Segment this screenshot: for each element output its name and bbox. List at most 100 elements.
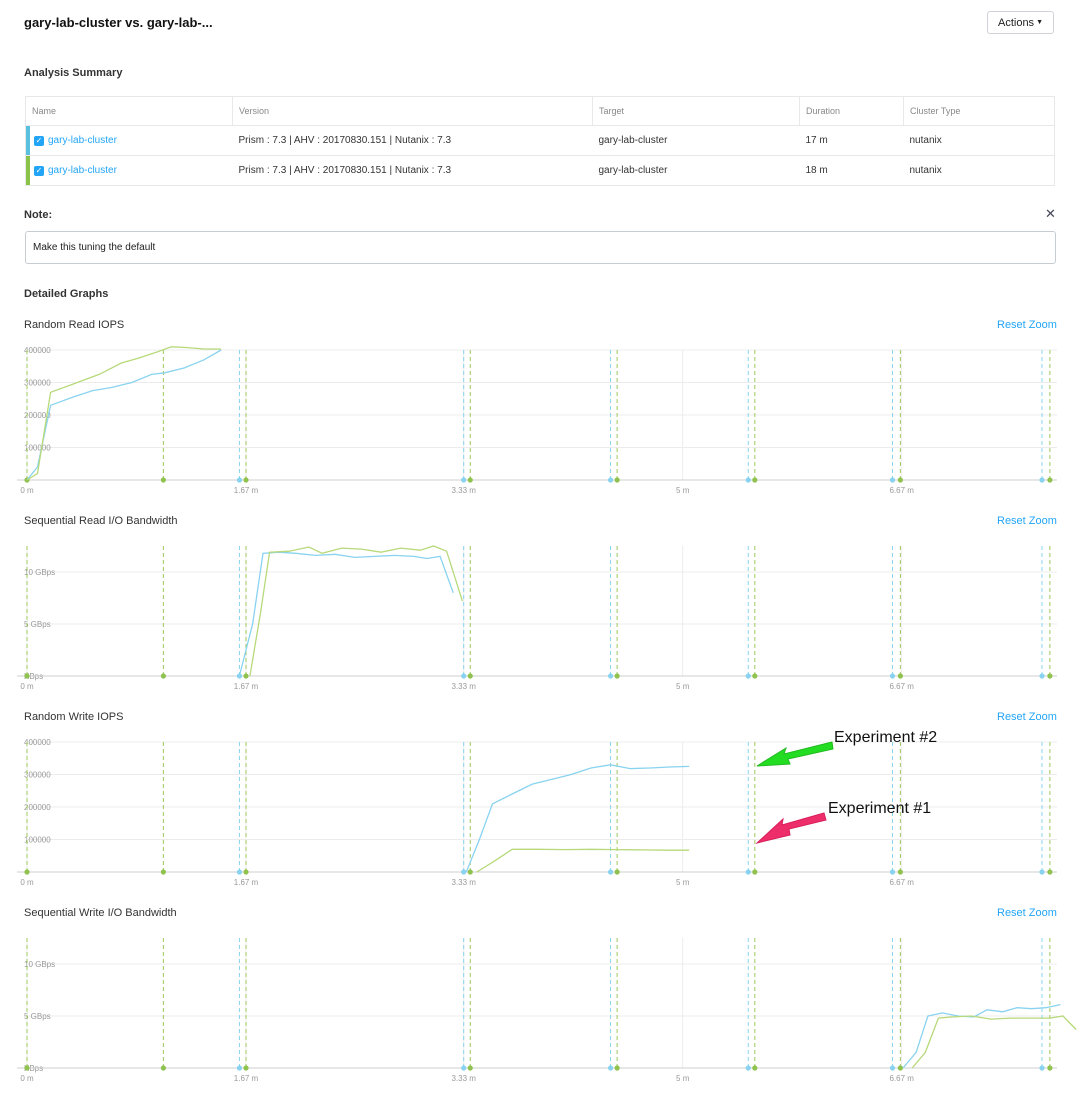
phase-marker-dot xyxy=(745,673,751,679)
x-tick-label: 6.67 m xyxy=(889,682,914,691)
actions-button[interactable]: Actions ▼ xyxy=(987,11,1054,34)
cluster-type-cell: nutanix xyxy=(909,165,942,176)
phase-marker-dot xyxy=(243,673,249,679)
col-name: Name xyxy=(25,96,233,126)
phase-marker-dot xyxy=(1047,673,1053,679)
x-tick-label: 0 m xyxy=(20,878,34,887)
phase-marker-dot xyxy=(467,477,473,483)
x-tick-label: 0 m xyxy=(20,486,34,495)
phase-marker-dot xyxy=(461,673,467,679)
phase-marker-dot xyxy=(889,869,896,875)
phase-marker-dot xyxy=(607,477,614,483)
x-tick-label: 3.33 m xyxy=(451,682,476,691)
version-cell: Prism : 7.3 | AHV : 20170830.151 | Nutan… xyxy=(232,125,593,156)
y-tick-label: 5 GBps xyxy=(24,1012,51,1021)
x-tick-label: 0 m xyxy=(20,1074,34,1083)
table-row: ✓ gary-lab-cluster Prism : 7.3 | AHV : 2… xyxy=(26,156,1055,186)
col-duration: Duration xyxy=(799,96,904,126)
phase-marker-dot xyxy=(745,869,751,875)
phase-marker-dot xyxy=(1047,869,1053,875)
reset-zoom-link[interactable]: Reset Zoom xyxy=(997,515,1057,527)
col-cluster-type: Cluster Type xyxy=(903,96,1055,126)
y-tick-label: 200000 xyxy=(24,411,51,420)
version-cell: Prism : 7.3 | AHV : 20170830.151 | Nutan… xyxy=(238,165,452,176)
phase-marker-dot xyxy=(24,673,30,679)
series-line-2 xyxy=(476,848,690,873)
phase-marker-dot xyxy=(1047,1065,1053,1071)
phase-marker-dot xyxy=(467,1065,473,1071)
chart-random-write-iops[interactable]: 100000 200000 300000 400000 0 m 1.67 m 3.33 m 5… xyxy=(0,732,1077,892)
x-tick-label: 3.33 m xyxy=(451,486,476,495)
table-row: ✓ gary-lab-cluster Prism : 7.3 | AHV : 2… xyxy=(25,125,1055,156)
phase-marker-dot xyxy=(889,1065,896,1071)
phase-marker-dot xyxy=(1039,673,1045,679)
y-tick-label: 400000 xyxy=(24,738,51,747)
close-icon[interactable]: ✕ xyxy=(1045,206,1056,221)
series-line-1 xyxy=(238,551,454,677)
chart-title: Random Write IOPS xyxy=(24,711,124,723)
row-checkbox[interactable]: ✓ xyxy=(34,165,44,176)
x-tick-label: 1.67 m xyxy=(234,1074,259,1083)
phase-marker-dot xyxy=(1039,869,1045,875)
phase-marker-dot xyxy=(752,477,758,483)
experiment-1-label: Experiment #1 xyxy=(828,800,932,817)
phase-marker-dot xyxy=(236,1065,243,1071)
phase-marker-dot xyxy=(160,477,166,483)
experiment-2-arrow xyxy=(756,741,834,767)
experiment-1-arrow xyxy=(755,812,827,844)
y-tick-label: 100000 xyxy=(24,444,51,453)
reset-zoom-link[interactable]: Reset Zoom xyxy=(997,319,1057,331)
y-tick-label: 400000 xyxy=(24,346,51,355)
x-tick-label: 1.67 m xyxy=(234,486,259,495)
phase-marker-dot xyxy=(897,1065,903,1071)
phase-marker-dot xyxy=(236,869,243,875)
phase-marker-dot xyxy=(24,869,30,875)
x-tick-label: 5 m xyxy=(676,682,690,691)
chart-title: Sequential Write I/O Bandwidth xyxy=(24,907,177,919)
phase-marker-dot xyxy=(897,869,903,875)
reset-zoom-link[interactable]: Reset Zoom xyxy=(997,907,1057,919)
chevron-down-icon: ▼ xyxy=(1036,19,1043,26)
series-line-2 xyxy=(249,545,464,677)
y-tick-label: 10 GBps xyxy=(24,960,55,969)
x-tick-label: 1.67 m xyxy=(234,682,259,691)
phase-marker-dot xyxy=(461,1065,467,1071)
x-tick-label: 5 m xyxy=(676,486,690,495)
phase-marker-dot xyxy=(1047,477,1053,483)
cluster-link[interactable]: gary-lab-cluster xyxy=(48,135,117,146)
phase-marker-dot xyxy=(607,1065,614,1071)
note-input[interactable]: Make this tuning the default xyxy=(25,231,1056,264)
y-tick-label: 5 GBps xyxy=(24,620,51,629)
col-version: Version xyxy=(232,96,593,126)
series-line-2 xyxy=(911,1015,1077,1069)
analysis-summary-table: Name Version Target Duration Cluster Typ… xyxy=(25,96,1055,186)
detailed-graphs-heading: Detailed Graphs xyxy=(24,288,109,300)
phase-marker-dot xyxy=(160,869,166,875)
x-tick-label: 6.67 m xyxy=(889,878,914,887)
col-target: Target xyxy=(592,96,800,126)
phase-marker-dot xyxy=(24,1065,30,1071)
experiment-2-label: Experiment #2 xyxy=(834,729,938,746)
series-color-bar xyxy=(26,156,30,185)
phase-marker-dot xyxy=(897,477,903,483)
y-tick-label: 300000 xyxy=(24,379,51,388)
series-line-2 xyxy=(26,346,222,481)
series-line-1 xyxy=(26,349,222,481)
phase-marker-dot xyxy=(745,477,751,483)
chart-title: Random Read IOPS xyxy=(24,319,125,331)
y-tick-label: 100000 xyxy=(24,836,51,845)
chart-random-read-iops[interactable]: 100000 200000 300000 400000 0 m 1.67 m 3.33 m 5… xyxy=(0,340,1077,500)
cluster-link[interactable]: gary-lab-cluster xyxy=(48,165,117,176)
phase-marker-dot xyxy=(243,1065,249,1071)
x-tick-label: 5 m xyxy=(676,878,690,887)
y-tick-label: 200000 xyxy=(24,803,51,812)
reset-zoom-link[interactable]: Reset Zoom xyxy=(997,711,1057,723)
duration-cell: 18 m xyxy=(805,165,828,176)
phase-marker-dot xyxy=(1039,477,1045,483)
x-tick-label: 6.67 m xyxy=(889,486,914,495)
row-checkbox[interactable]: ✓ xyxy=(34,135,44,146)
y-tick-label: 10 GBps xyxy=(24,568,55,577)
chart-title: Sequential Read I/O Bandwidth xyxy=(24,515,178,527)
